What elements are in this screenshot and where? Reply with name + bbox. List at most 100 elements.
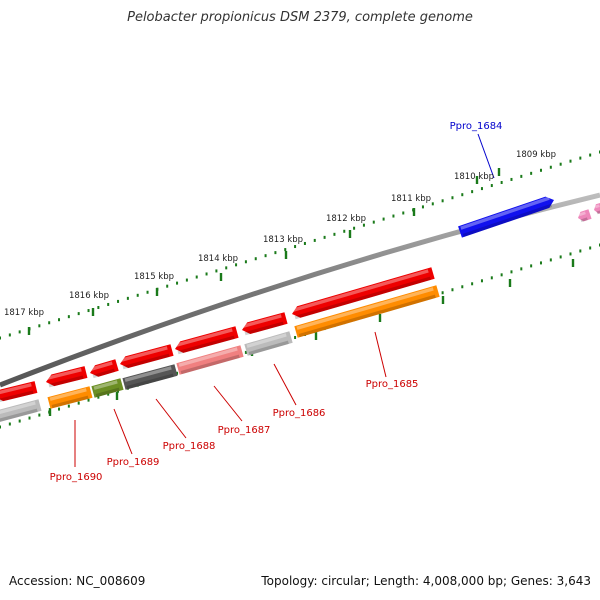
tick-dot [294, 335, 297, 339]
tick-dot [333, 232, 336, 236]
tick-dot [530, 171, 533, 175]
tick-dot [549, 165, 552, 169]
major-tick [497, 168, 501, 176]
gene-shade [462, 203, 553, 238]
gene-body [47, 386, 93, 409]
gene-body [120, 344, 174, 368]
tick-dot [441, 199, 444, 203]
gene-label-ppro-1685: Ppro_1685 [366, 379, 419, 390]
gene-red-3 [90, 359, 119, 379]
tick-dot [461, 193, 464, 197]
tick-dot [490, 276, 493, 280]
gene-label-ppro-1684: Ppro_1684 [450, 121, 503, 132]
tick-dot [510, 177, 513, 181]
tick-dot [451, 288, 454, 292]
gene-body [122, 364, 178, 390]
gene-body [292, 267, 435, 318]
gene-highlight [0, 383, 32, 395]
tick-dot [539, 168, 542, 172]
tick-dot [421, 205, 424, 209]
tick-dot [471, 190, 474, 194]
gene-magenta-2 [594, 202, 600, 215]
major-tick [27, 327, 31, 335]
gene-lightgray-1 [0, 399, 42, 423]
tick-dot [441, 291, 444, 295]
tick-dot [107, 392, 110, 396]
tick-dot [313, 238, 316, 242]
major-tick [219, 273, 223, 281]
gene-shade [177, 335, 235, 355]
kbp-label-1814: 1814 kbp [198, 254, 238, 264]
gene-highlight [296, 287, 434, 330]
tick-dot [195, 275, 198, 279]
tick-dot [303, 241, 306, 245]
tick-dot [530, 264, 533, 268]
tick-dot [58, 407, 61, 411]
tick-dot [510, 270, 513, 274]
tick-dot [569, 252, 572, 256]
gene-highlight [120, 346, 168, 362]
tick-dot [559, 162, 562, 166]
major-tick [115, 392, 119, 400]
gene-shade [580, 217, 588, 223]
gene-red-4 [120, 344, 174, 370]
gene-body [458, 196, 554, 238]
tick-dot [0, 425, 1, 429]
tick-dot [107, 302, 110, 306]
gene-shade [596, 210, 600, 215]
gene-red-5 [175, 326, 239, 355]
tick-dot [176, 281, 179, 285]
gene-body [46, 366, 88, 387]
gene-shade [92, 368, 115, 379]
tick-dot [402, 211, 405, 215]
gene-highlight [0, 401, 36, 415]
tick-dot [500, 273, 503, 277]
gene-ppro-1686 [244, 331, 293, 356]
gene-shade [51, 395, 89, 409]
tick-dot [471, 282, 474, 286]
leader-ppro-1685 [374, 331, 387, 378]
gene-highlight [578, 211, 586, 217]
gene-shade [248, 340, 289, 356]
tick-dot [294, 245, 297, 249]
gene-shade [0, 408, 38, 423]
major-tick [412, 208, 416, 216]
gene-ppro-1690 [47, 386, 93, 409]
tick-dot [323, 235, 326, 239]
tick-dot [48, 321, 51, 325]
gene-shade [48, 375, 84, 388]
tick-dot [549, 258, 552, 262]
major-tick [91, 308, 95, 316]
gene-highlight [46, 368, 82, 380]
tick-dot [461, 285, 464, 289]
tick-dot [235, 263, 238, 267]
gene-shade [244, 321, 284, 336]
tick-dot [480, 187, 483, 191]
gene-highlight [246, 333, 287, 348]
gene-red-6 [242, 312, 288, 336]
gene-body [244, 331, 293, 356]
tick-dot [87, 398, 90, 402]
gene-ppro-1687 [176, 345, 244, 375]
gene-red-1 [0, 381, 38, 403]
tick-dot [117, 299, 120, 303]
tick-dot [490, 184, 493, 188]
gene-shade [298, 294, 436, 338]
gene-body [91, 378, 124, 398]
major-tick [284, 251, 288, 259]
tick-dot [225, 266, 228, 270]
tick-dot [589, 153, 592, 157]
tick-dot [0, 336, 1, 340]
tick-dot [392, 214, 395, 218]
gene-body [578, 209, 592, 222]
major-tick [571, 259, 575, 267]
gene-label-ppro-1690: Ppro_1690 [50, 472, 103, 483]
major-tick [475, 176, 479, 184]
tick-dot [254, 257, 257, 261]
tick-dot [38, 413, 41, 417]
gene-highlight [178, 347, 238, 367]
tick-dot [185, 278, 188, 282]
tick-dot [451, 196, 454, 200]
leader-ppro-1688 [155, 398, 187, 439]
gene-highlight [594, 204, 600, 209]
